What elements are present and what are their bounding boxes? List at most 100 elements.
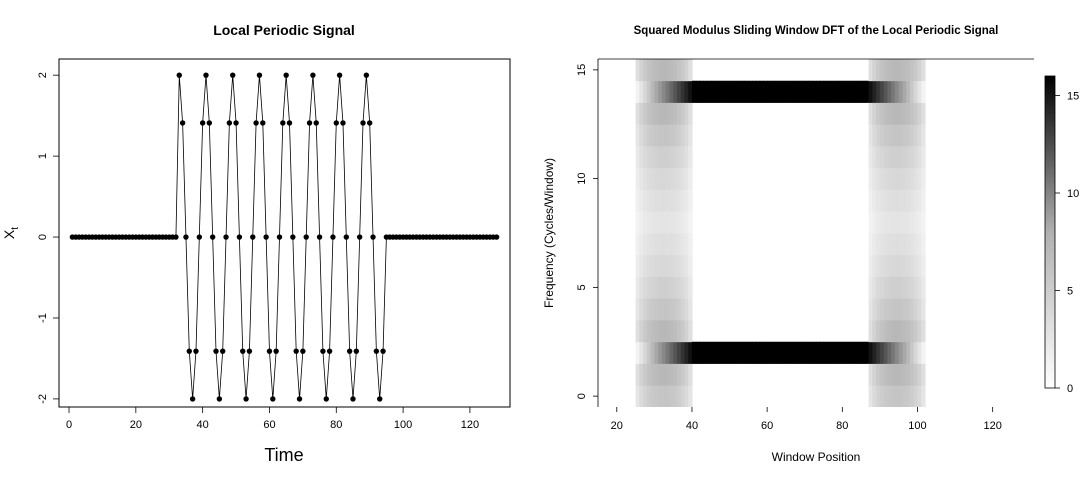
heatmap-cell [650,102,655,125]
heatmap-cell [650,189,655,212]
heatmap-cell [684,146,689,169]
heatmap-cell [853,341,858,364]
heatmap-cell [646,146,652,169]
heatmap-cell [676,189,682,212]
heatmap-cell [883,59,889,82]
heatmap-cell [658,341,663,364]
heatmap-cell [676,363,682,386]
signal-point [300,348,306,354]
heatmap-cell [887,320,892,343]
heatmap-cell [879,189,885,212]
heatmap-cell [635,341,640,364]
signal-point [286,120,293,126]
heatmap-cell [894,298,900,321]
heatmap-cell [676,211,682,234]
heatmap-cell [680,80,686,103]
heatmap-cell [913,146,919,169]
heatmap-cell [917,211,922,234]
heatmap-cell [680,341,686,364]
heatmap-cell [868,80,873,103]
heatmap-cell [879,146,885,169]
heatmap-cell [894,385,900,407]
heatmap-cell [759,341,764,364]
heatmap-cell [661,341,667,364]
heatmap-cell [917,124,922,147]
heatmap-cell [917,341,922,364]
heatmap-cell [913,276,919,299]
heatmap-cell [714,80,719,103]
heatmap-cell [646,298,652,321]
heatmap-cell [872,363,877,386]
heatmap-cell [902,385,907,407]
heatmap-cell [680,385,686,407]
heatmap-cell [887,124,892,147]
heatmap-cell [876,385,881,407]
signal-point [276,234,283,240]
heatmap-cell [635,363,640,386]
heatmap-cell [676,167,682,190]
heatmap-cell [684,254,689,277]
heatmap-cell [883,320,889,343]
heatmap-cell [643,167,648,190]
heatmap-cell [665,320,671,343]
heatmap-cell [883,80,889,103]
heatmap-cell [906,59,911,82]
heatmap-cell [887,189,892,212]
heatmap-cell [688,59,693,82]
heatmap-cell [838,80,843,103]
heatmap-title: Squared Modulus Sliding Window DFT of th… [634,25,999,37]
heatmap-cell [646,189,652,212]
heatmap-cell [909,80,915,103]
heatmap-cell [808,341,813,364]
signal-point [186,348,192,354]
signal-point [370,234,376,240]
heatmap-cell [669,59,674,82]
heatmap-cell [722,341,727,364]
heatmap-cell [879,320,885,343]
heatmap-cell [665,363,671,386]
heatmap-cell [770,80,776,103]
heatmap-cell [665,189,671,212]
heatmap-cell [635,385,640,407]
heatmap-cell [737,341,742,364]
heatmap-cell [661,363,667,386]
heatmap-cell [879,254,885,277]
heatmap-cell [909,102,915,125]
heatmap-cell [639,146,644,169]
signal-point [346,348,353,354]
heatmap-cell [646,211,652,234]
heatmap-cell [643,211,648,234]
heatmap-cell [868,320,873,343]
heatmap-cell [868,276,873,299]
signal-point [266,348,273,354]
heatmap-cell [887,276,892,299]
signal-point [493,234,500,240]
signal-point [320,348,326,354]
heatmap-cell [887,341,892,364]
heatmap-cell [688,146,693,169]
heatmap-cell [902,189,907,212]
heatmap-cell [883,211,889,234]
heatmap-cell [763,80,768,103]
signal-point [179,120,186,126]
heatmap-cell [774,341,780,364]
heatmap-cell [909,233,915,256]
heatmap-cell [684,298,689,321]
heatmap-cell [684,80,689,103]
heatmap-cell [684,363,689,386]
heatmap-cell [718,80,723,103]
heatmap-cell [902,80,907,103]
signal-point [350,396,356,402]
heatmap-cell [906,167,911,190]
heatmap-cell [695,80,701,103]
heatmap-cell [876,233,881,256]
signal-point [173,234,179,240]
heatmap-cell [673,341,678,364]
signal-point [290,234,296,240]
heatmap-cell [673,385,678,407]
heatmap-cell [778,80,783,103]
heatmap-cell [673,211,678,234]
heatmap-cell [643,385,648,407]
heatmap-cell [913,189,919,212]
y-tick-label: 0 [37,234,49,240]
